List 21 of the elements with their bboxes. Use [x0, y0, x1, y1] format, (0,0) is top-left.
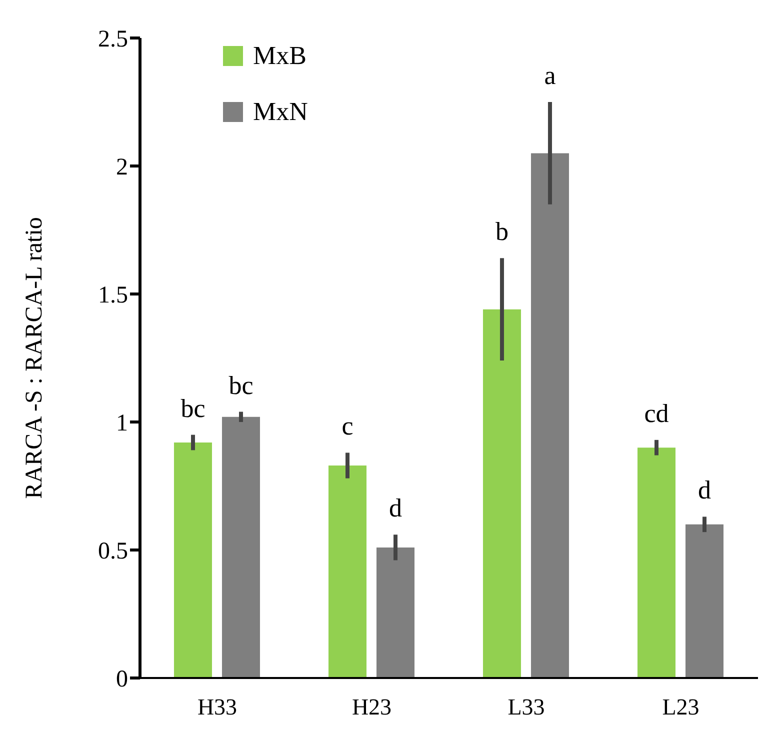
data-label: d — [388, 494, 402, 523]
legend-label: MxB — [253, 40, 306, 72]
x-tick-label: L33 — [508, 694, 545, 720]
y-tick-label: 0 — [116, 666, 128, 693]
data-label: bc — [228, 370, 254, 400]
y-tick-label: 2.5 — [98, 26, 128, 53]
y-tick-label: 2 — [116, 154, 128, 181]
data-label: a — [544, 61, 556, 90]
y-tick-label: 0.5 — [98, 538, 128, 565]
data-label: bc — [180, 394, 206, 423]
legend-label: MxN — [253, 96, 308, 128]
data-label: d — [698, 476, 711, 505]
y-axis-title: RARCA -S : RARCA-L ratio — [22, 217, 48, 499]
y-tick-label: 1.5 — [98, 282, 128, 309]
x-tick-label: L23 — [662, 694, 700, 720]
x-tick-label: H33 — [197, 694, 238, 720]
y-tick-label: 1 — [116, 410, 128, 437]
data-label: cd — [644, 398, 669, 428]
x-tick-label: H23 — [352, 694, 392, 720]
data-label: c — [342, 412, 354, 441]
data-label: b — [495, 217, 508, 246]
